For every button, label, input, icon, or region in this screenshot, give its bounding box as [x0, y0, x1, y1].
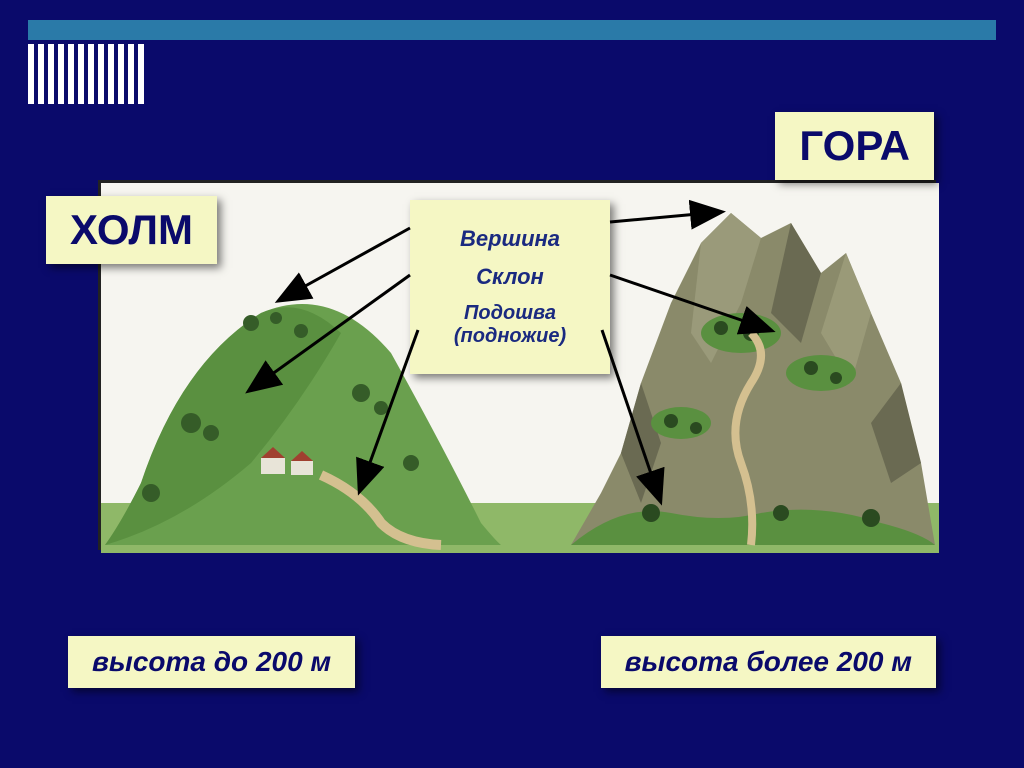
- hill-text: ХОЛМ: [70, 206, 193, 253]
- part-foot: Подошва (подножие): [420, 302, 600, 348]
- parts-label-box: Вершина Склон Подошва (подножие): [410, 200, 610, 374]
- top-accent-bar: [28, 20, 996, 40]
- part-top: Вершина: [420, 226, 600, 252]
- height-high-text: высота более 200 м: [625, 646, 912, 677]
- height-low-text: высота до 200 м: [92, 646, 331, 677]
- part-slope: Склон: [420, 264, 600, 290]
- mountain-text: ГОРА: [799, 122, 910, 169]
- mountain-label: ГОРА: [775, 112, 934, 180]
- hill-label: ХОЛМ: [46, 196, 217, 264]
- barcode-decoration: [28, 44, 144, 104]
- height-low-label: высота до 200 м: [68, 636, 355, 688]
- height-high-label: высота более 200 м: [601, 636, 936, 688]
